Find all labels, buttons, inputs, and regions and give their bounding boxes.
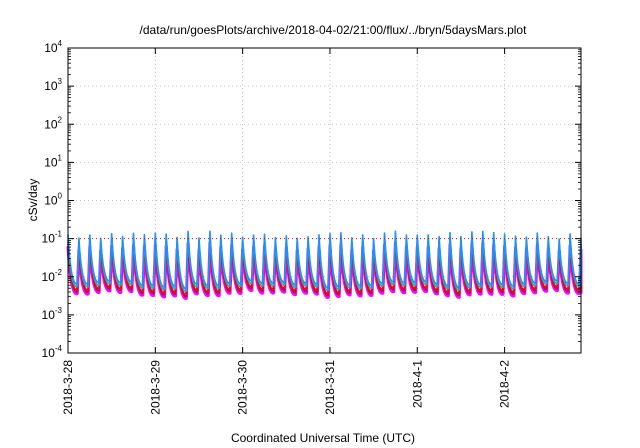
y-tick-label: 103 — [44, 77, 62, 93]
x-tick-label: 2018-4-1 — [410, 360, 424, 408]
x-tick-label: 2018-3-28 — [61, 360, 75, 415]
x-tick-label: 2018-3-31 — [323, 360, 337, 415]
x-axis-ticks: 2018-3-28 2018-3-29 2018-3-30 2018-3-31 2018… — [61, 48, 512, 415]
y-tick-label: 10-2 — [42, 268, 63, 284]
grid-lines — [68, 48, 581, 353]
y-axis-ticks: 10-4 10-3 10-2 10-1 100 101 102 103 104 — [42, 39, 581, 360]
y-tick-label: 10-1 — [42, 230, 63, 246]
y-tick-label: 100 — [44, 192, 62, 208]
y-tick-label: 10-4 — [42, 344, 63, 360]
y-axis-label: cSv/day — [26, 179, 40, 222]
series-layer — [66, 230, 583, 300]
y-tick-label: 10-3 — [42, 306, 63, 322]
chart-title: /data/run/goesPlots/archive/2018-04-02/2… — [140, 23, 528, 37]
x-tick-label: 2018-3-29 — [148, 360, 162, 415]
x-tick-label: 2018-3-30 — [236, 360, 250, 415]
x-tick-label: 2018-4-2 — [498, 360, 512, 408]
x-axis-label: Coordinated Universal Time (UTC) — [231, 431, 415, 445]
y-tick-label: 104 — [44, 39, 62, 55]
series-line — [67, 230, 582, 290]
y-tick-label: 101 — [44, 153, 62, 169]
y-tick-label: 102 — [44, 115, 62, 131]
